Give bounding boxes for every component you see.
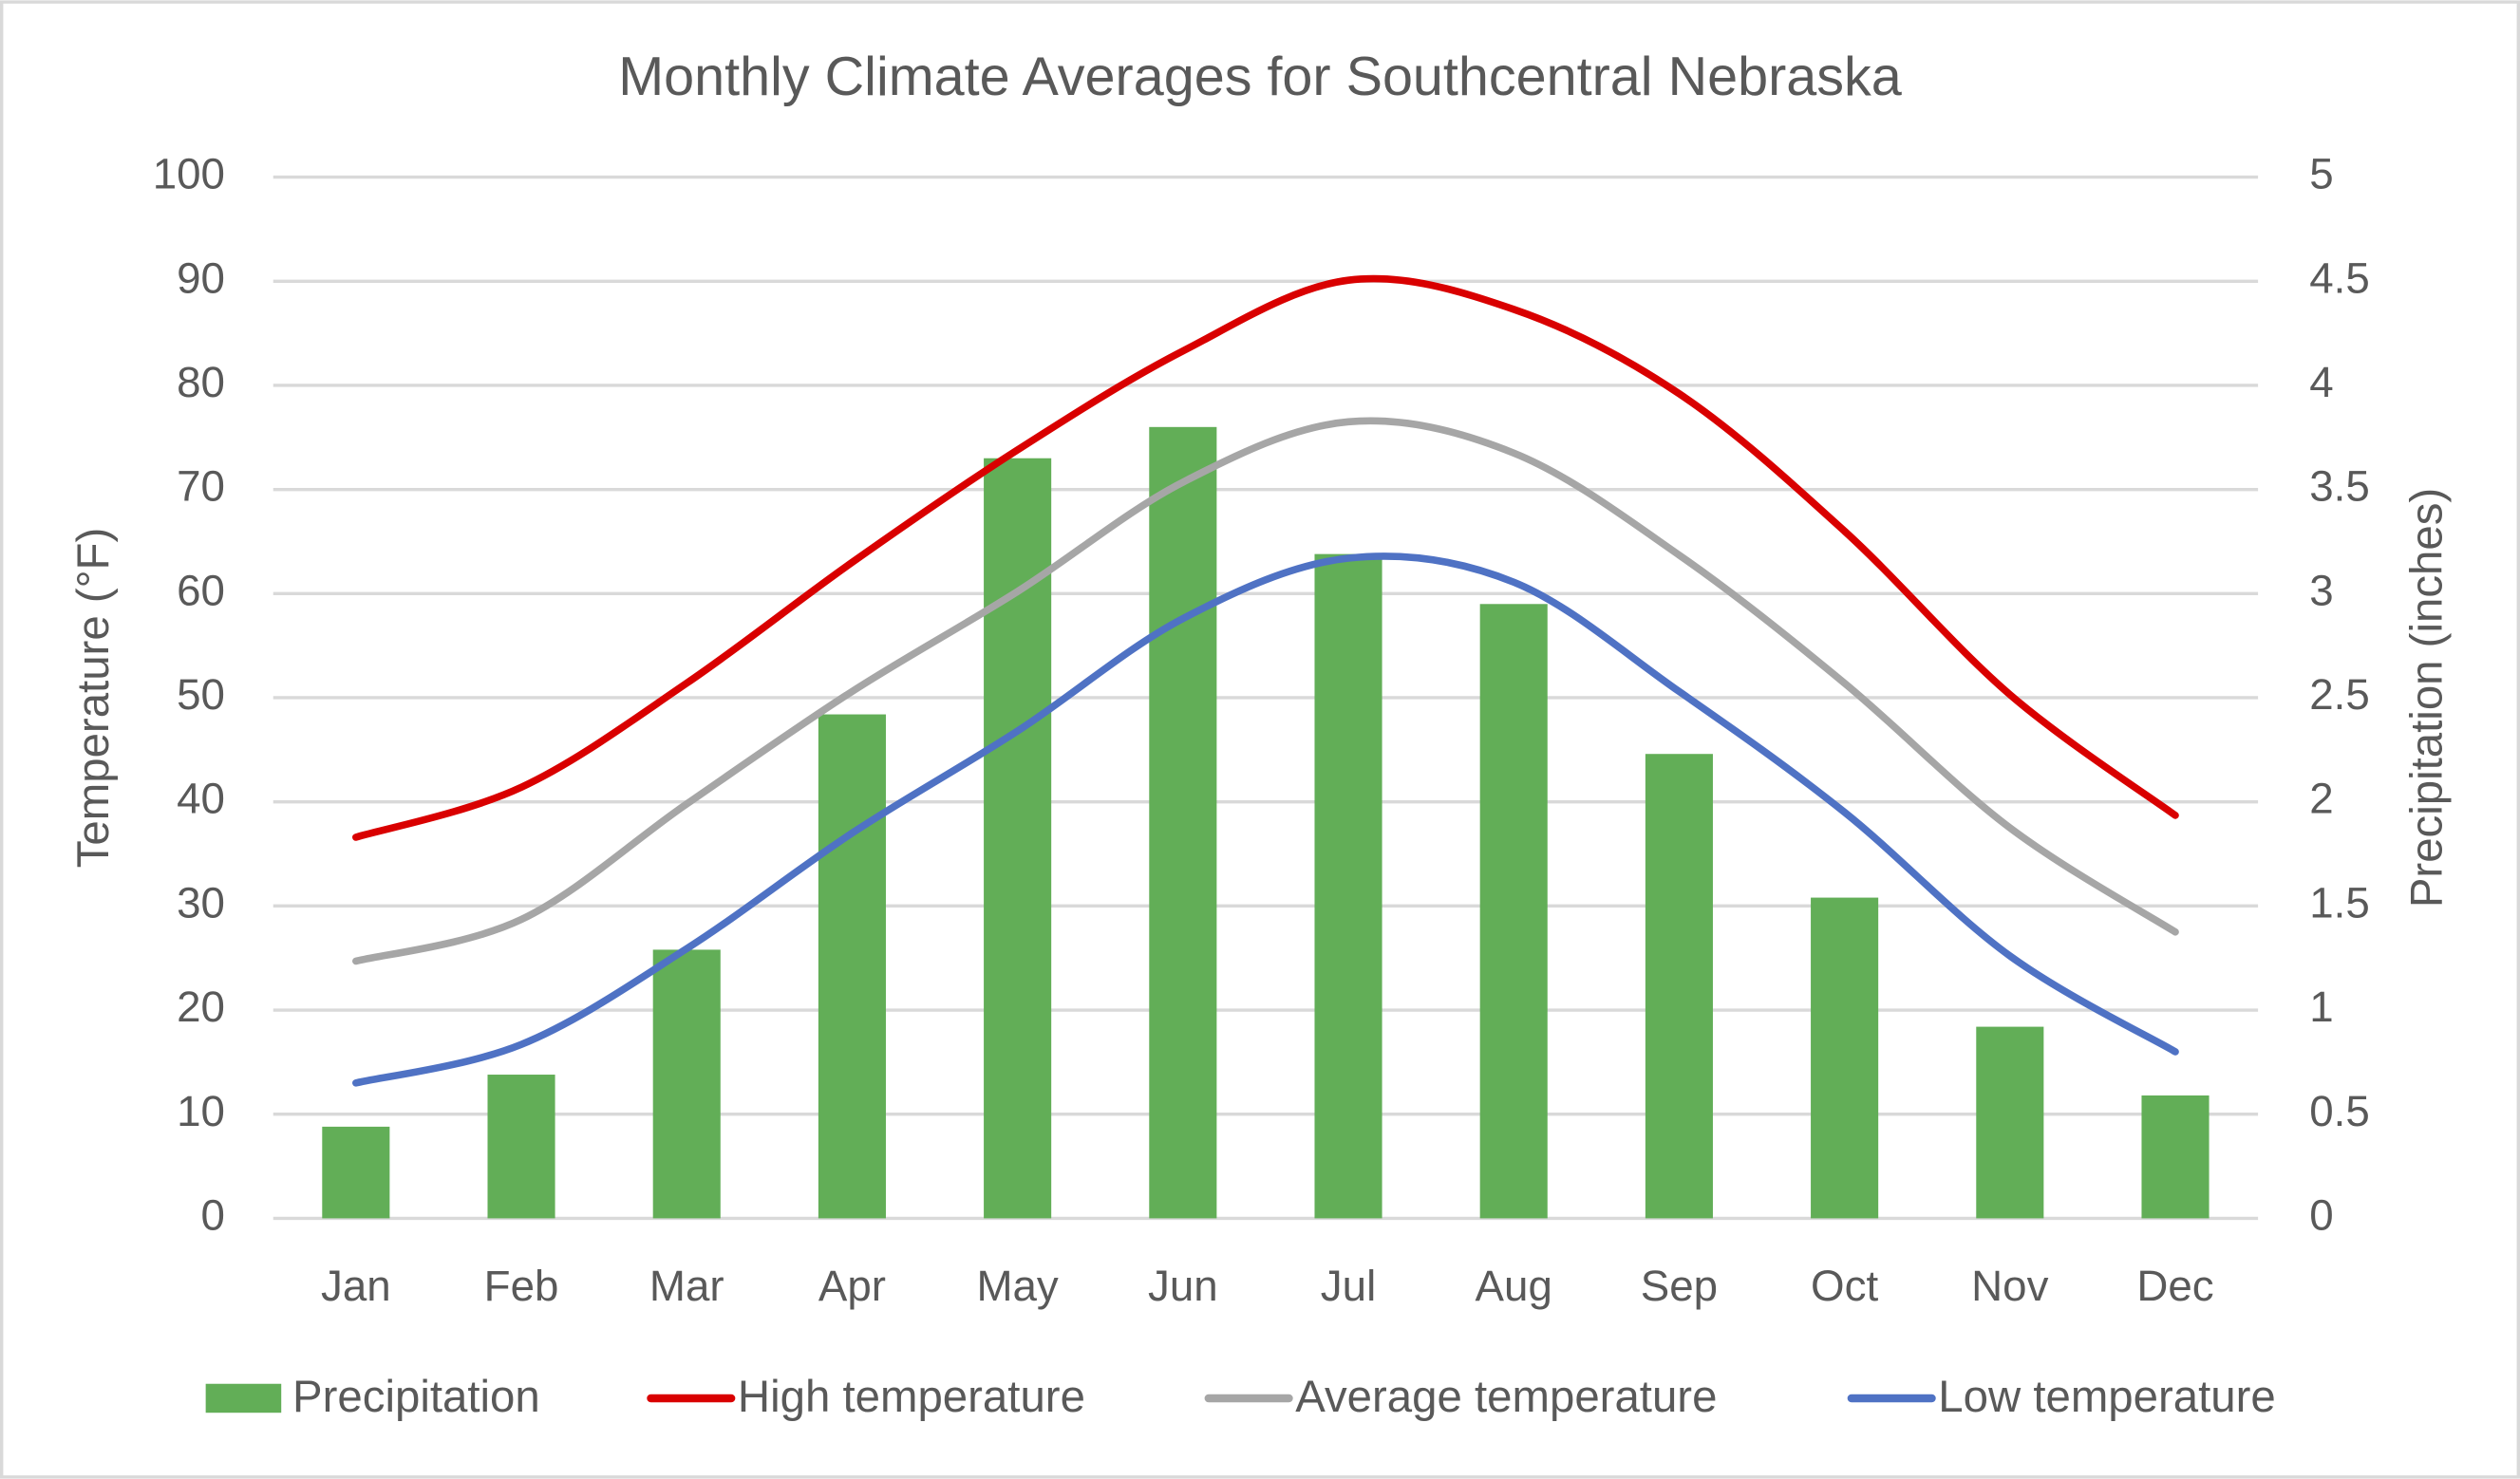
y-tick-label: 70 xyxy=(177,462,225,511)
bar xyxy=(818,714,886,1219)
y2-tick-label: 2.5 xyxy=(2309,670,2370,719)
x-tick-label: Jul xyxy=(1321,1262,1376,1310)
y2-tick-label: 1 xyxy=(2309,983,2333,1031)
x-tick-label: Sep xyxy=(1641,1262,1718,1310)
y-tick-label: 20 xyxy=(177,983,225,1031)
x-tick-label: Feb xyxy=(484,1262,559,1310)
y2-tick-label: 2 xyxy=(2309,775,2333,823)
bar xyxy=(487,1075,555,1219)
x-tick-label: Jan xyxy=(321,1262,391,1310)
bar xyxy=(2141,1095,2210,1219)
y2-tick-label: 4 xyxy=(2309,358,2333,406)
y2-tick-label: 0.5 xyxy=(2309,1087,2370,1135)
legend-label: High temperature xyxy=(738,1372,1085,1422)
line xyxy=(352,552,2179,1087)
y-axis-title: Temperature (°F) xyxy=(68,528,119,869)
x-tick-label: May xyxy=(976,1262,1058,1310)
bar xyxy=(322,1126,390,1219)
y2-tick-label: 3 xyxy=(2309,566,2333,614)
y2-tick-label: 5 xyxy=(2309,150,2333,198)
y-tick-label: 50 xyxy=(177,670,225,719)
x-tick-label: Nov xyxy=(1971,1262,2048,1310)
y-tick-label: 30 xyxy=(177,878,225,927)
bar xyxy=(1811,897,1879,1219)
legend-label: Low temperature xyxy=(1938,1372,2276,1422)
line xyxy=(352,417,2179,965)
y-tick-label: 80 xyxy=(177,358,225,406)
x-tick-label: Mar xyxy=(649,1262,724,1310)
y-tick-label: 60 xyxy=(177,566,225,614)
legend-label: Precipitation xyxy=(292,1372,540,1422)
y2-axis-title: Precipitation (inches) xyxy=(2402,488,2453,908)
x-tick-label: Oct xyxy=(1811,1262,1878,1310)
y-tick-label: 10 xyxy=(177,1087,225,1135)
x-tick-label: Dec xyxy=(2136,1262,2213,1310)
legend-swatch xyxy=(205,1383,282,1413)
y2-tick-label: 3.5 xyxy=(2309,462,2370,511)
y-tick-label: 100 xyxy=(153,150,225,198)
bar xyxy=(1314,553,1382,1219)
y2-tick-label: 4.5 xyxy=(2309,253,2370,302)
bar xyxy=(1976,1026,2044,1219)
y2-tick-label: 0 xyxy=(2309,1190,2333,1239)
bar xyxy=(1149,426,1217,1219)
x-tick-label: Apr xyxy=(818,1262,886,1310)
x-tick-label: Jun xyxy=(1148,1262,1218,1310)
bar xyxy=(652,949,721,1219)
x-tick-label: Aug xyxy=(1476,1262,1552,1310)
chart-title: Monthly Climate Averages for Southcentra… xyxy=(618,47,1902,107)
bar xyxy=(984,458,1052,1219)
bar xyxy=(1479,604,1548,1219)
legend-label: Average temperature xyxy=(1295,1372,1717,1422)
y2-tick-label: 1.5 xyxy=(2309,878,2370,927)
y-tick-label: 90 xyxy=(177,253,225,302)
bar xyxy=(1645,754,1713,1219)
line xyxy=(352,274,2179,841)
y-tick-label: 40 xyxy=(177,775,225,823)
y-tick-label: 0 xyxy=(201,1190,225,1239)
